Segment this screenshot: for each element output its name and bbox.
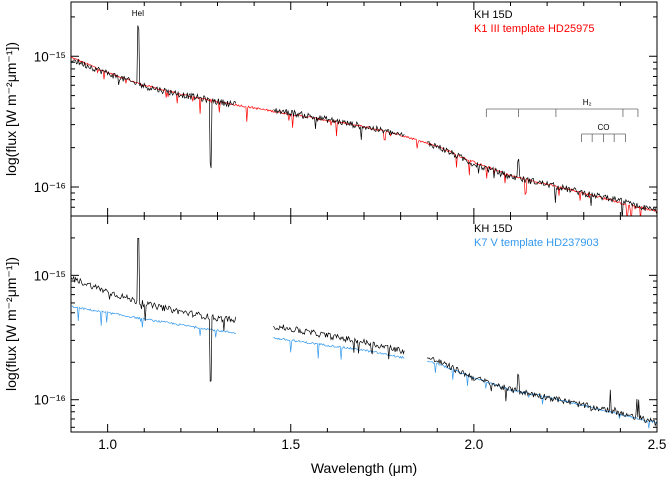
y-tick-label: 10⁻¹⁵ [34, 49, 66, 64]
x-tick-label: 1.0 [98, 437, 117, 452]
series-template [71, 56, 657, 216]
series-template [71, 305, 657, 429]
y-axis-label: log(flux [W m⁻²μm⁻¹]) [3, 42, 19, 176]
y-tick-label: 10⁻¹⁵ [34, 268, 66, 283]
legend-entry: K7 V template HD237903 [474, 237, 599, 249]
annotation-co: CO [598, 123, 610, 132]
legend-entry: K1 III template HD25975 [474, 23, 594, 35]
x-tick-label: 2.5 [648, 437, 667, 452]
bottom-panel: 10⁻¹⁵ 10⁻¹⁶ 1.0 1.5 2.0 2.5 log(flux [W m⁻²μm⁻… [3, 215, 667, 476]
x-tick-label: 1.5 [281, 437, 300, 452]
annotation-hei: HeI [132, 9, 144, 18]
top-panel: 10⁻¹⁵ 10⁻¹⁶ log(flux [W m⁻²μm⁻¹]) KH 15D K1 … [3, 1, 658, 217]
y-tick-label: 10⁻¹⁶ [34, 180, 66, 195]
series-kh15d [71, 238, 657, 427]
series-kh15d [71, 25, 657, 216]
annotation-h2: H₂ [583, 98, 592, 107]
x-axis-label: Wavelength (μm) [311, 460, 417, 476]
y-axis-label: log(flux [W m⁻²μm⁻¹]) [3, 257, 19, 391]
x-tick-label: 2.0 [464, 437, 483, 452]
y-tick-label: 10⁻¹⁶ [34, 393, 66, 408]
legend-entry: KH 15D [474, 223, 513, 235]
legend-entry: KH 15D [474, 9, 513, 21]
